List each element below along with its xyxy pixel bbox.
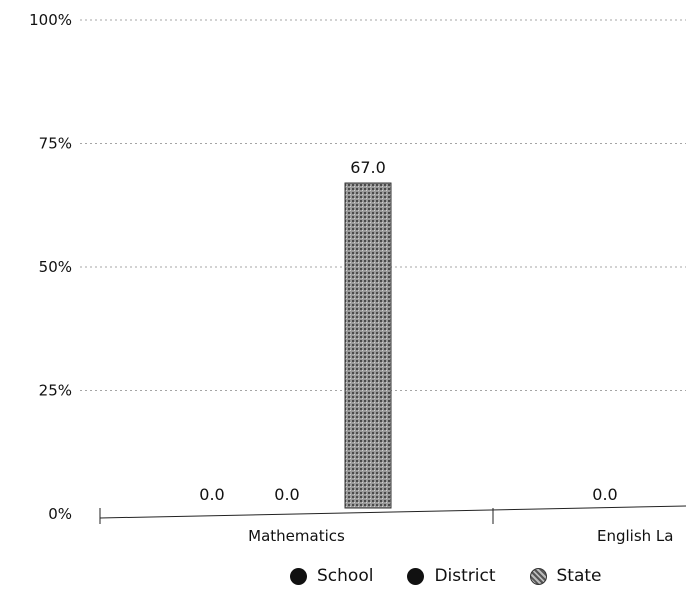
- legend-label-school: School: [317, 566, 374, 586]
- category-labels: Mathematics English La: [248, 527, 673, 545]
- y-tick-label: 50%: [39, 258, 72, 276]
- bar-chart: 0% 25% 50% 75% 100% 0.0 0.0 0.0 67.0 Mathematic…: [29, 11, 686, 545]
- district-marker-icon: [407, 567, 425, 585]
- data-label-state-0: 67.0: [350, 158, 386, 177]
- y-axis-tick-labels: 0% 25% 50% 75% 100%: [29, 11, 72, 523]
- state-marker-icon: [529, 567, 547, 585]
- school-marker-icon: [290, 567, 307, 585]
- legend-item-state[interactable]: State: [529, 566, 602, 586]
- legend-item-district[interactable]: District: [407, 566, 496, 586]
- data-labels: 0.0 0.0 0.0 67.0: [199, 158, 617, 504]
- category-label: English La: [597, 527, 673, 545]
- data-label-district-0: 0.0: [274, 485, 299, 504]
- legend-label-district: District: [434, 566, 496, 586]
- data-label-school-1: 0.0: [592, 485, 617, 504]
- bar-state-0: [344, 182, 392, 509]
- data-label-school-0: 0.0: [199, 485, 224, 504]
- gridlines: [80, 19, 686, 391]
- y-tick-label: 0%: [48, 505, 72, 523]
- y-tick-label: 100%: [29, 11, 72, 29]
- x-axis-line: [99, 505, 686, 519]
- legend: School District State: [290, 566, 602, 586]
- x-axis: [99, 505, 686, 524]
- legend-label-state: State: [556, 566, 602, 586]
- category-label: Mathematics: [248, 527, 345, 545]
- bars: [344, 182, 392, 509]
- y-tick-label: 75%: [39, 135, 72, 153]
- legend-item-school[interactable]: School: [290, 566, 373, 586]
- y-tick-label: 25%: [39, 382, 72, 400]
